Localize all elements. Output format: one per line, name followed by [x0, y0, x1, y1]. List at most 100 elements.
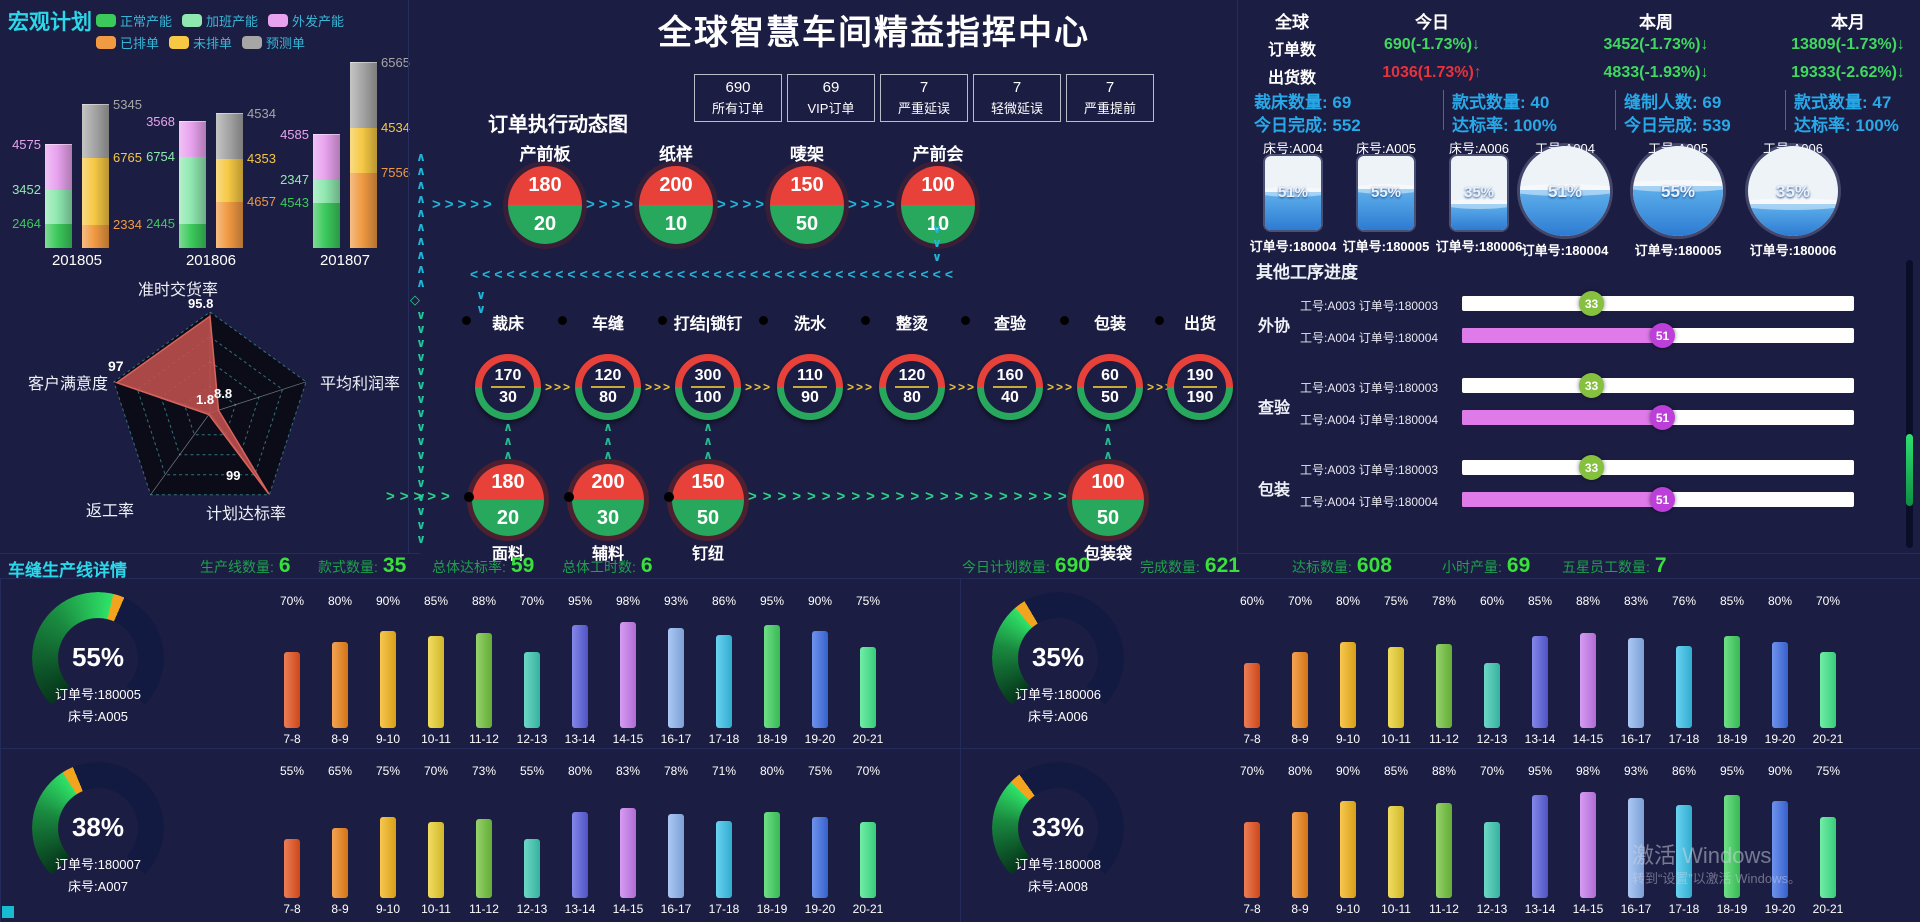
flow-node-dot [1155, 316, 1164, 325]
hour-label: 17-18 [1668, 902, 1700, 916]
hour-label: 16-17 [1620, 902, 1652, 916]
hour-label: 8-9 [1291, 902, 1309, 916]
legend-swatch [242, 35, 263, 49]
legend: 正常产能 加班产能 外发产能已排单 未排单 预测单 [96, 12, 414, 58]
arrow-left-run: <<<<<<<<<<<<<<<<<<<<<<<<<<<<<<<<<<<<<<<< [470, 266, 958, 282]
hour-bar-value: 70% [855, 764, 881, 778]
tank-water [1451, 199, 1507, 230]
hour-bar [1724, 795, 1740, 898]
process-progress-track[interactable]: 51 [1462, 323, 1854, 348]
process-progress-track[interactable]: 33 [1462, 455, 1854, 480]
process-progress-badge[interactable]: 33 [1579, 373, 1604, 398]
hour-bar [476, 819, 492, 898]
hour-label: 7-8 [1243, 732, 1261, 746]
process-progress-track[interactable]: 51 [1462, 487, 1854, 512]
ring-divider [793, 386, 827, 388]
scrollbar-track[interactable] [1906, 260, 1913, 548]
production-gauge [992, 762, 1124, 894]
process-progress-track[interactable]: 33 [1462, 373, 1854, 398]
hour-label: 7-8 [283, 732, 301, 746]
hour-label: 20-21 [1812, 732, 1844, 746]
hour-bar-value: 95% [759, 594, 785, 608]
hour-bar-value: 75% [1815, 764, 1841, 778]
stage-planned-value: 100 [921, 174, 955, 196]
hour-label: 12-13 [1476, 732, 1508, 746]
production-gauge-percent: 55% [71, 642, 125, 672]
flow-stage-gauge-唛架: 150 50 [770, 166, 844, 244]
ring-inner: 120 80 [582, 361, 634, 413]
process-progress-badge[interactable]: 51 [1650, 487, 1675, 512]
process-progress-badge[interactable]: 33 [1579, 291, 1604, 316]
summary-label: 生产线数量: [200, 559, 274, 575]
hour-label: 13-14 [1524, 902, 1556, 916]
summary-value: 690 [1054, 554, 1090, 577]
hour-bar-value: 85% [1719, 594, 1745, 608]
arrow-right-run: >>>>> [432, 196, 496, 213]
hour-bar-value: 70% [423, 764, 449, 778]
production-gauge-bed: 床号:A006 [1028, 709, 1088, 724]
hour-bar-value: 80% [759, 764, 785, 778]
process-progress-badge[interactable]: 51 [1650, 405, 1675, 430]
legend-item[interactable]: 已排单 [96, 34, 159, 51]
process-progress-fill [1462, 378, 1591, 393]
flow-filter-button[interactable]: 69 VIP订单 [787, 74, 875, 122]
arrow-up-run: ∧ ∧ ∧ [1103, 420, 1113, 462]
summary-label: 完成数量: [1140, 559, 1200, 575]
stage-planned-value: 160 [996, 367, 1024, 384]
hour-bar-value: 88% [471, 594, 497, 608]
arrow-right-run: >>> [645, 380, 673, 394]
legend-item[interactable]: 加班产能 [182, 12, 258, 29]
hour-bar [524, 652, 540, 728]
radar-value-label: 95.8 [188, 296, 214, 311]
hour-bar [1244, 822, 1260, 898]
tank-wave [1265, 187, 1321, 197]
circle-wave [1633, 180, 1723, 192]
stage-planned-value: 180 [528, 174, 562, 196]
stage-done-value: 90 [801, 389, 819, 406]
stat-block-line2: 今日完成: 552 [1254, 116, 1361, 135]
hour-label: 13-14 [564, 732, 596, 746]
hour-label: 7-8 [283, 902, 301, 916]
radar-indicator-label: 客户满意度 [28, 376, 109, 393]
tank-wave [1451, 199, 1507, 209]
stage-planned-value: 200 [659, 174, 693, 196]
hour-label: 19-20 [804, 902, 836, 916]
flow-filter-button[interactable]: 7 严重提前 [1066, 74, 1154, 122]
hour-bar-value: 60% [1239, 594, 1265, 608]
flow-filter-button[interactable]: 7 轻微延误 [973, 74, 1061, 122]
scrollbar-thumb[interactable] [1906, 434, 1913, 506]
hour-bar-value: 70% [519, 594, 545, 608]
tank-order-label: 订单号:180006 [1435, 239, 1523, 254]
hour-label: 12-13 [516, 902, 548, 916]
summary-value: 621 [1204, 554, 1240, 577]
stage-planned-value: 120 [898, 367, 926, 384]
hour-bar [1340, 801, 1356, 898]
hour-bar-value: 88% [1575, 594, 1601, 608]
legend-item[interactable]: 外发产能 [268, 12, 344, 29]
flow-node-dot [658, 316, 667, 325]
stage-planned-value: 110 [797, 367, 823, 384]
process-progress-badge[interactable]: 51 [1650, 323, 1675, 348]
summary-value: 6 [640, 554, 653, 577]
stage-planned-value: 120 [594, 367, 622, 384]
flow-filter-button[interactable]: 690 所有订单 [694, 74, 782, 122]
arrow-up-run: ∧ ∧ ∧ [503, 420, 513, 462]
process-progress-badge[interactable]: 33 [1579, 455, 1604, 480]
stage-done-value: 80 [903, 389, 921, 406]
process-progress-track[interactable]: 33 [1462, 291, 1854, 316]
tank-water [1358, 184, 1414, 230]
stage-done-value: 20 [496, 506, 520, 529]
flow-filter-button[interactable]: 7 严重延误 [880, 74, 968, 122]
production-gauge-bed: 床号:A005 [68, 709, 128, 724]
today-summary-stat: 完成数量: 621 [1140, 554, 1290, 580]
process-progress-track[interactable]: 51 [1462, 405, 1854, 430]
bar-value-label: 4353 [247, 151, 276, 166]
stage-planned-value: 60 [1101, 367, 1119, 384]
circle-liquid-gauge: 55% [1633, 146, 1723, 236]
stage-label-辅料: 辅料 [591, 546, 624, 563]
legend-item[interactable]: 预测单 [242, 34, 305, 51]
hour-bar [668, 814, 684, 898]
legend-item[interactable]: 未排单 [169, 34, 232, 51]
hour-bar [764, 812, 780, 898]
legend-item[interactable]: 正常产能 [96, 12, 172, 29]
